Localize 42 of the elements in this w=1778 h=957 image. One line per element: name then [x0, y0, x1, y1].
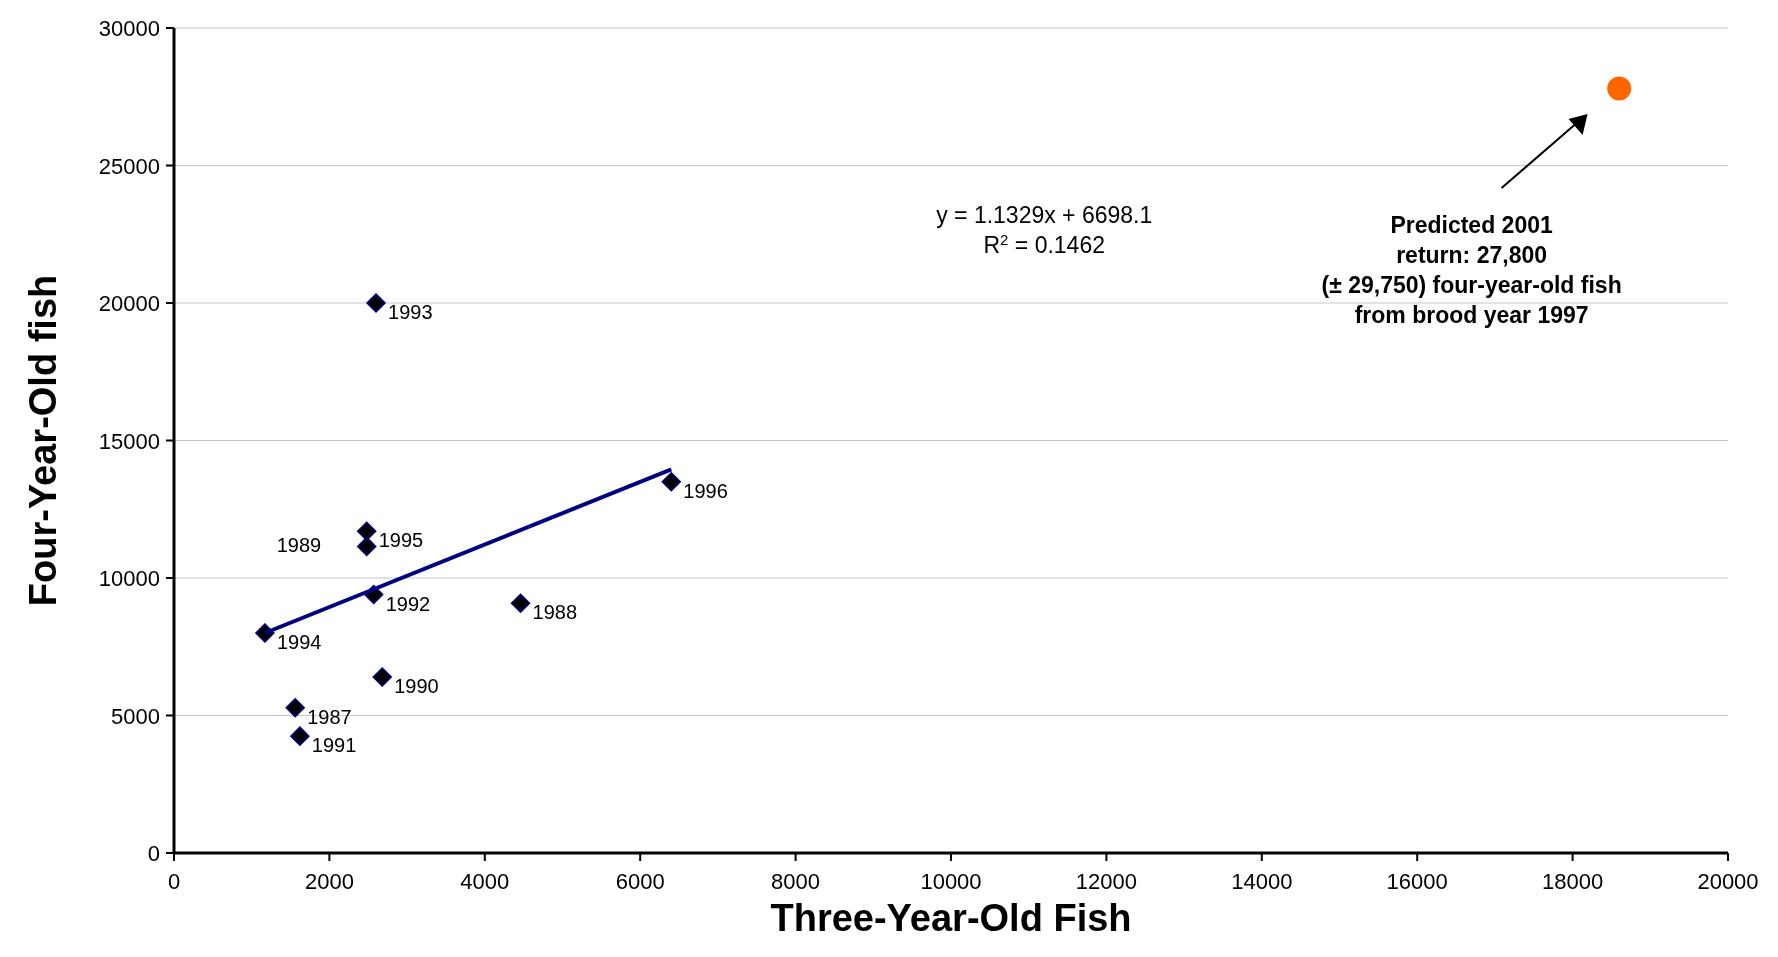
y-tick-label: 5000	[111, 703, 160, 729]
x-tick-label: 2000	[304, 869, 354, 894]
annotation: 1990	[394, 675, 439, 697]
point	[356, 536, 377, 557]
x-tick-label: 4000	[460, 869, 510, 894]
y-tick-label: 20000	[98, 291, 160, 316]
y-tick-label: 30000	[98, 16, 160, 41]
annotation: 1987	[307, 705, 352, 728]
y-tick-label: 25000	[98, 153, 160, 179]
annotation: 1988	[532, 601, 578, 624]
annotation: 1992	[385, 592, 431, 615]
point	[510, 593, 531, 614]
y-tick-label: 0	[147, 841, 160, 866]
x-tick-label: 16000	[1386, 869, 1448, 894]
annotation: 1989	[276, 534, 322, 557]
annotation: Predicted 2001 return: 27,800 (± 29,750) four-year-old fish from brood year 1997	[1321, 212, 1622, 328]
point	[372, 667, 392, 687]
y-axis-title: Four-Year-Old fish	[22, 274, 64, 607]
x-tick-label: 6000	[615, 869, 665, 894]
y-tick-label: 15000	[98, 428, 160, 454]
annotation: 1996	[683, 479, 728, 502]
annotation: 1991	[311, 734, 357, 757]
annotation: R$^{2}$ = 0.1462	[983, 230, 1105, 258]
point	[661, 472, 682, 492]
annotation: 1994	[276, 631, 322, 653]
x-axis-title: Three-Year-Old Fish	[770, 897, 1132, 939]
point	[356, 521, 377, 541]
x-tick-label: 14000	[1231, 869, 1293, 894]
point	[285, 698, 305, 718]
x-tick-label: 0	[167, 869, 181, 894]
annotation: 1993	[388, 301, 433, 323]
x-tick-label: 8000	[771, 869, 821, 894]
annotation: 1995	[378, 529, 424, 552]
point	[1607, 76, 1632, 101]
x-tick-label: 10000	[920, 869, 982, 894]
point	[290, 726, 310, 746]
x-tick-label: 18000	[1542, 869, 1604, 894]
annotation: y = 1.1329x + 6698.1	[936, 202, 1153, 228]
x-tick-label: 12000	[1075, 869, 1137, 894]
y-tick-label: 10000	[98, 566, 160, 591]
point	[366, 293, 386, 313]
x-tick-label: 20000	[1697, 869, 1759, 894]
